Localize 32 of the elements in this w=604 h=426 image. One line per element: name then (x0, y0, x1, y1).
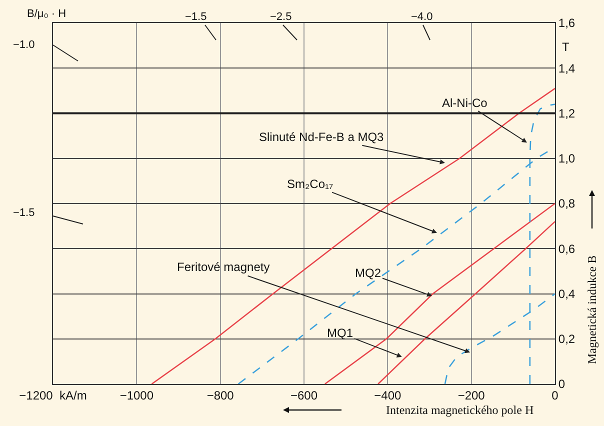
y-tick-label: 0,4 (558, 286, 576, 301)
y-tick-label: 0,6 (558, 242, 576, 256)
x-tick-label: −1000 (120, 388, 154, 402)
annotation: MQ1 (327, 326, 354, 340)
annotation: Al-Ni-Co (442, 96, 488, 110)
y-tick-label: 0,2 (558, 332, 576, 346)
x-tick-label: −1200 kA/m (19, 388, 87, 402)
annotation: MQ2 (355, 266, 382, 280)
annotation: Feritové magnety (177, 260, 270, 274)
x-tick-label: −600 (290, 388, 318, 402)
y-tick-label: 0,8 (558, 196, 576, 211)
y-tick-label: 1,0 (558, 152, 576, 166)
text: B/μ₀ · H (27, 8, 66, 20)
x-tick-label: −800 (206, 388, 234, 402)
text: −1.0 (13, 39, 35, 51)
annotation: −4.0 (411, 11, 433, 23)
x-tick-label: −400 (374, 388, 402, 402)
annotation: Slinuté Nd-Fe-B a MQ3 (259, 130, 384, 144)
annotation: −2.5 (270, 11, 292, 23)
annotation: Sm₂Co₁₇ (287, 177, 334, 191)
annotation: −1.5 (185, 11, 207, 23)
y-tick-label: 1,6 (558, 16, 576, 30)
y-tick-label: 1,2 (558, 106, 576, 120)
y-tick-label: 0 (558, 377, 566, 392)
x-tick-label: −200 (458, 388, 486, 402)
line-series (151, 88, 555, 384)
line-series (324, 202, 555, 384)
y-axis-title: Magnetická indukce B (585, 255, 599, 364)
y-tick-label: 1,4 (558, 61, 576, 76)
text: −1.5 (13, 207, 35, 219)
text: T (562, 40, 570, 54)
x-axis-title: Intenzita magnetického pole H (386, 403, 534, 417)
